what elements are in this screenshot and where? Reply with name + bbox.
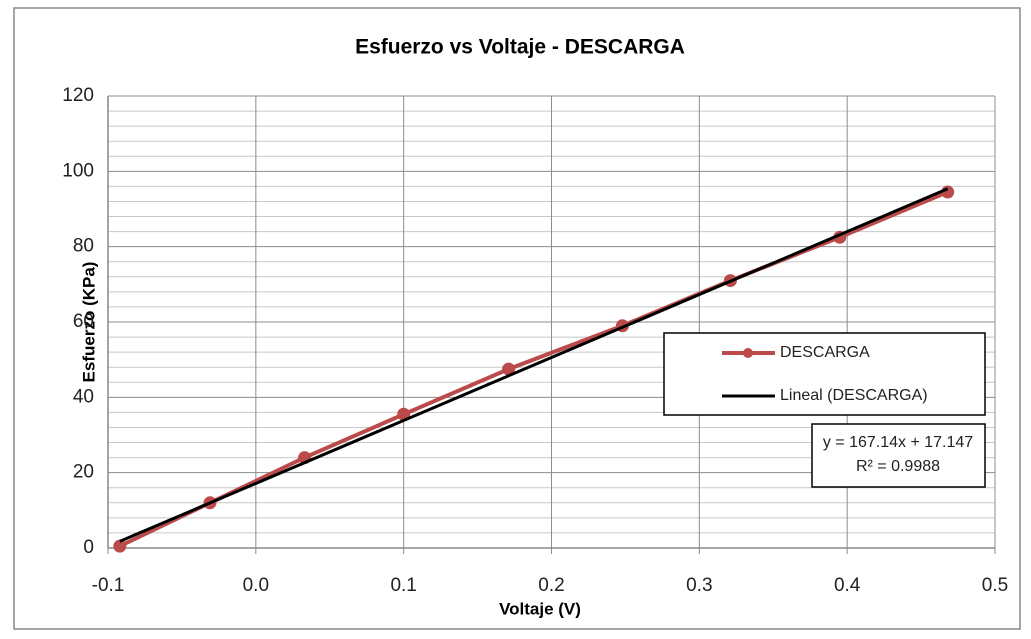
legend-label: Lineal (DESCARGA)	[780, 387, 928, 404]
x-tick-label: -0.1	[92, 575, 125, 596]
y-tick-label: 20	[73, 462, 94, 483]
legend-swatch-marker	[743, 348, 753, 358]
x-axis-label: Voltaje (V)	[499, 599, 581, 618]
x-tick-label: 0.5	[982, 575, 1008, 596]
y-tick-label: 40	[73, 386, 94, 407]
y-axis-label: Esfuerzo (KPa)	[79, 262, 98, 383]
y-tick-label: 60	[73, 311, 94, 332]
y-tick-label: 80	[73, 236, 94, 257]
x-tick-label: 0.4	[834, 575, 861, 596]
x-tick-label: 0.1	[390, 575, 416, 596]
y-tick-label: 120	[62, 85, 94, 106]
legend-box	[663, 332, 986, 416]
trendline-equation: y = 167.14x + 17.147	[823, 434, 973, 451]
x-tick-label: 0.2	[538, 575, 564, 596]
legend: DESCARGA Lineal (DESCARGA)	[663, 332, 986, 416]
data-point	[502, 362, 516, 376]
x-tick-label: 0.0	[243, 575, 269, 596]
chart-frame	[13, 7, 1021, 630]
legend-label: DESCARGA	[780, 344, 870, 361]
equation-box	[811, 423, 986, 488]
y-tick-label: 100	[62, 160, 94, 181]
data-point	[113, 539, 127, 553]
chart-title: Esfuerzo vs Voltaje - DESCARGA	[355, 36, 685, 59]
trendline	[119, 187, 949, 543]
y-tick-label: 0	[83, 537, 94, 558]
trendline-r2: R² = 0.9988	[856, 458, 940, 475]
x-tick-label: 0.3	[686, 575, 712, 596]
